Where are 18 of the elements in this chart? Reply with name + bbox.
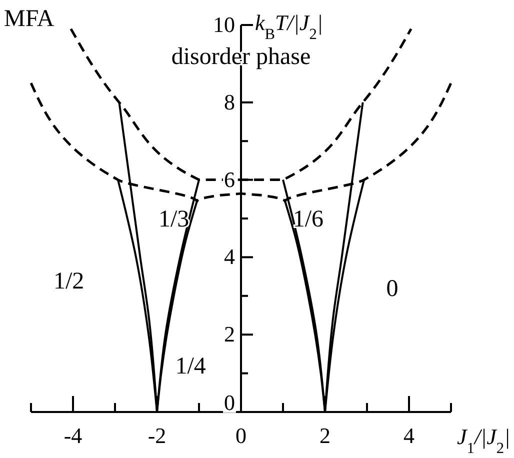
y-tick-label: 2 <box>224 322 235 347</box>
annotation: 1/3 <box>158 206 190 232</box>
x-axis-title: J$_{1}$/|J$_{2}$| <box>457 424 510 456</box>
y-axis-title: k$_{B}$T/|J$_{2}$| <box>255 10 323 42</box>
y-tick-label: 4 <box>224 244 235 270</box>
annotation: 1/2 <box>53 268 84 294</box>
annotation: 0 <box>386 276 398 302</box>
x-tick-label: 4 <box>404 423 414 448</box>
y-tick-label: 6 <box>224 166 235 192</box>
x-tick-label: 2 <box>320 423 330 448</box>
annotation: 1/6 <box>292 206 324 232</box>
y-tick-label: 8 <box>224 89 235 114</box>
x-tick-label: -2 <box>148 423 166 448</box>
chart-title: MFA <box>4 6 55 32</box>
y-tick-label: 0 <box>224 390 235 415</box>
annotation: 1/4 <box>175 354 206 380</box>
x-tick-label: -4 <box>64 423 82 448</box>
y-tick-label: 10 <box>213 12 235 38</box>
